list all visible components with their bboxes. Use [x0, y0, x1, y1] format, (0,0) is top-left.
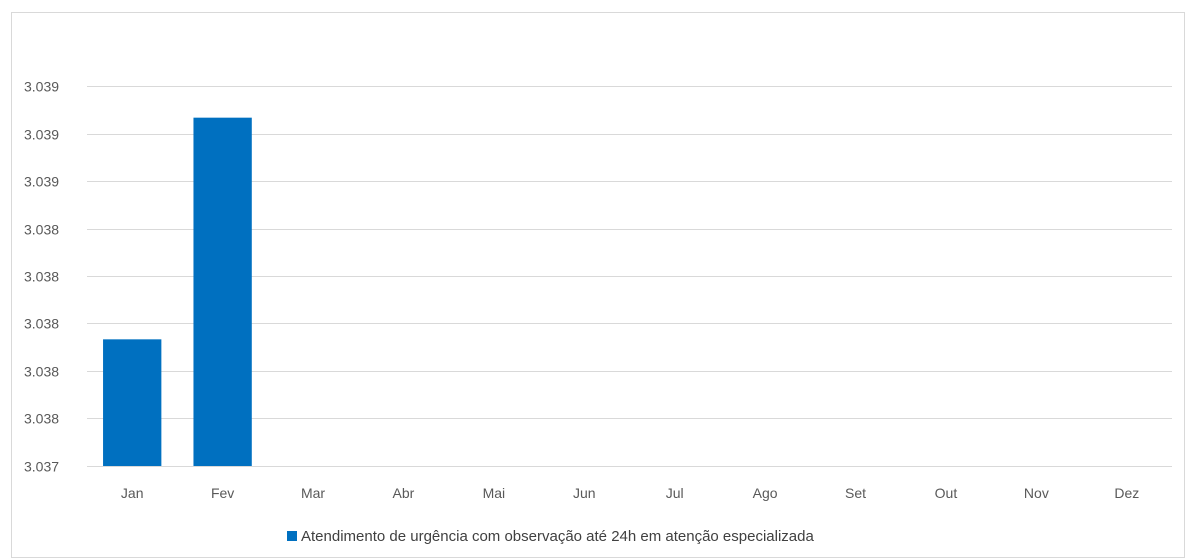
bars	[103, 117, 252, 467]
x-tick-label: Jun	[573, 485, 596, 501]
x-axis-tick-labels: Jan Fev Mar Abr Mai Jun Jul Ago Set Out Nov Dez	[121, 485, 1139, 501]
y-tick-label: 3.037	[24, 459, 59, 475]
x-tick-label: Dez	[1114, 485, 1139, 501]
gridlines	[87, 86, 1172, 419]
x-tick-label: Ago	[753, 485, 778, 501]
x-tick-label: Jul	[666, 485, 684, 501]
x-tick-label: Mar	[301, 485, 325, 501]
y-tick-label: 3.038	[24, 316, 59, 332]
x-tick-label: Out	[935, 485, 958, 501]
x-tick-label: Fev	[211, 485, 234, 501]
y-tick-label: 3.039	[24, 79, 59, 95]
x-tick-label: Nov	[1024, 485, 1049, 501]
y-tick-label: 3.039	[24, 174, 59, 190]
legend-swatch	[287, 531, 297, 541]
y-tick-label: 3.038	[24, 222, 59, 238]
x-tick-label: Set	[845, 485, 866, 501]
bar-jan	[103, 339, 162, 466]
y-axis-tick-labels: 3.037 3.038 3.038 3.038 3.038 3.038 3.039 3.039…	[24, 79, 59, 475]
y-tick-label: 3.039	[24, 127, 59, 143]
y-tick-label: 3.038	[24, 269, 59, 285]
x-tick-label: Jan	[121, 485, 144, 501]
y-tick-label: 3.038	[24, 364, 59, 380]
bar-fev	[193, 117, 252, 467]
legend-label: Atendimento de urgência com observação a…	[301, 528, 814, 545]
y-tick-label: 3.038	[24, 411, 59, 427]
x-tick-label: Abr	[393, 485, 415, 501]
x-tick-label: Mai	[483, 485, 506, 501]
legend: Atendimento de urgência com observação a…	[287, 528, 814, 545]
